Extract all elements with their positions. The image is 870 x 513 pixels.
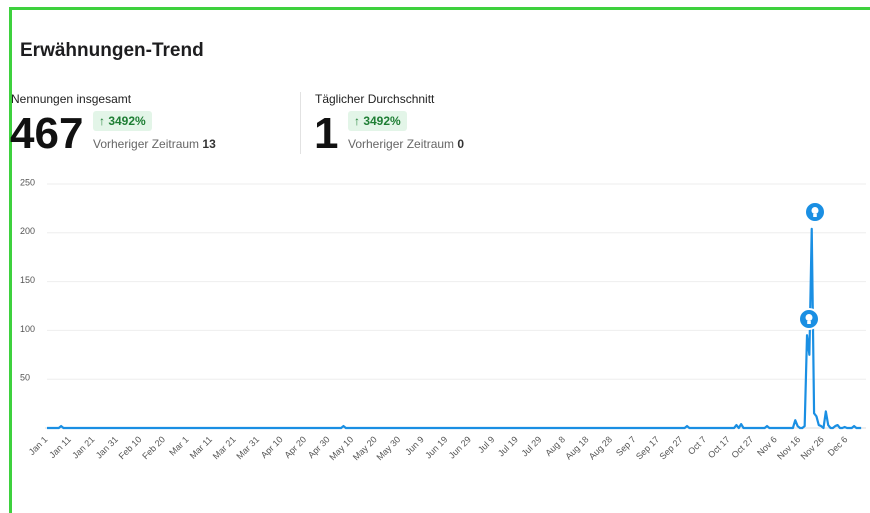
x-tick-label: Jan 1 xyxy=(27,434,50,457)
stat-value: 1 xyxy=(314,109,339,158)
previous-label: Vorheriger Zeitraum xyxy=(348,137,455,151)
x-tick-label: Dec 6 xyxy=(826,434,850,458)
x-tick-label: Oct 27 xyxy=(729,434,755,460)
x-tick-label: Nov 16 xyxy=(775,434,802,461)
previous-value: 0 xyxy=(457,137,465,151)
x-tick-label: Jul 19 xyxy=(496,434,520,458)
x-tick-label: Jul 29 xyxy=(519,434,543,458)
x-tick-label: Sep 27 xyxy=(657,434,684,461)
marker-bulb-base xyxy=(813,214,817,217)
stat-value: 467 xyxy=(10,109,84,158)
previous-label: Vorheriger Zeitraum xyxy=(93,137,200,151)
y-tick-label: 200 xyxy=(20,226,35,236)
insight-marker xyxy=(798,308,820,330)
x-tick-label: Jan 31 xyxy=(94,434,120,460)
divider xyxy=(300,92,301,154)
x-tick-label: Jun 19 xyxy=(423,434,449,460)
x-tick-label: Jan 11 xyxy=(47,434,73,460)
stat-change: ↑ 3492% xyxy=(348,111,407,131)
x-tick-label: Mar 31 xyxy=(234,434,261,461)
x-tick-label: Oct 17 xyxy=(706,434,732,460)
x-tick-label: May 30 xyxy=(374,434,402,462)
x-tick-label: Aug 28 xyxy=(587,434,614,461)
x-tick-label: May 20 xyxy=(351,434,379,462)
trend-line xyxy=(47,227,862,430)
stat-label: Täglicher Durchschnitt xyxy=(315,92,435,106)
x-tick-label: Nov 26 xyxy=(799,434,826,461)
x-tick-label: May 10 xyxy=(327,434,355,462)
x-tick-label: Mar 11 xyxy=(188,434,214,460)
insight-marker xyxy=(804,201,826,223)
previous-value: 13 xyxy=(202,137,216,151)
x-tick-label: Aug 18 xyxy=(563,434,590,461)
x-tick-label: Mar 21 xyxy=(211,434,238,461)
y-tick-label: 100 xyxy=(20,324,35,334)
x-tick-label: Jan 21 xyxy=(70,434,96,460)
x-tick-label: Sep 17 xyxy=(634,434,661,461)
y-tick-label: 250 xyxy=(20,177,35,187)
x-tick-label: Jun 29 xyxy=(447,434,473,460)
stat-previous: Vorheriger Zeitraum 13 xyxy=(93,137,216,151)
stat-previous: Vorheriger Zeitraum 0 xyxy=(348,137,464,151)
y-tick-label: 150 xyxy=(20,275,35,285)
marker-bulb xyxy=(805,314,813,321)
marker-bulb xyxy=(811,207,819,214)
stat-change: ↑ 3492% xyxy=(93,111,152,131)
frame-top xyxy=(10,7,870,10)
title: Erwähnungen-Trend xyxy=(20,40,204,61)
x-tick-label: Apr 20 xyxy=(282,434,308,460)
x-tick-label: Apr 10 xyxy=(259,434,285,460)
stat-label: Nennungen insgesamt xyxy=(11,92,132,106)
y-tick-label: 50 xyxy=(20,373,30,383)
frame-left xyxy=(9,7,12,513)
x-tick-label: Feb 10 xyxy=(117,434,144,461)
x-tick-label: Jul 9 xyxy=(476,434,497,455)
x-tick-label: Feb 20 xyxy=(140,434,167,461)
marker-bulb-base xyxy=(807,321,811,324)
